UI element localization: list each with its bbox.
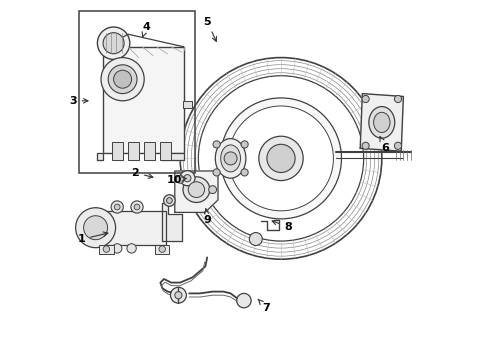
Circle shape: [175, 292, 182, 299]
Text: 3: 3: [69, 96, 88, 106]
Circle shape: [180, 171, 195, 186]
Ellipse shape: [215, 139, 246, 178]
Circle shape: [241, 141, 248, 148]
Text: 4: 4: [142, 22, 150, 37]
Circle shape: [171, 287, 186, 303]
Circle shape: [111, 201, 123, 213]
Text: 6: 6: [380, 137, 390, 153]
Ellipse shape: [188, 182, 205, 198]
Circle shape: [220, 98, 342, 219]
Bar: [79, 11, 195, 173]
Circle shape: [362, 142, 369, 149]
Ellipse shape: [183, 177, 210, 202]
Text: 7: 7: [258, 299, 270, 313]
Circle shape: [224, 152, 237, 165]
Text: 10: 10: [167, 175, 186, 185]
Circle shape: [362, 95, 369, 103]
Circle shape: [131, 201, 143, 213]
Circle shape: [164, 195, 175, 206]
Circle shape: [213, 141, 220, 148]
Circle shape: [103, 246, 110, 252]
Circle shape: [176, 175, 184, 183]
Polygon shape: [162, 153, 184, 160]
Ellipse shape: [373, 112, 390, 132]
Bar: [160, 142, 171, 160]
Circle shape: [113, 244, 122, 253]
Circle shape: [249, 233, 262, 246]
Circle shape: [259, 136, 303, 181]
Circle shape: [267, 144, 295, 172]
Ellipse shape: [369, 107, 395, 138]
Circle shape: [98, 27, 130, 59]
Circle shape: [167, 198, 172, 203]
Circle shape: [75, 208, 116, 248]
Circle shape: [114, 204, 120, 210]
Polygon shape: [175, 171, 218, 212]
Circle shape: [394, 95, 402, 103]
Bar: [183, 101, 192, 108]
Circle shape: [108, 65, 137, 94]
Circle shape: [134, 204, 140, 210]
Polygon shape: [96, 211, 166, 245]
Bar: [144, 142, 155, 160]
Circle shape: [237, 293, 251, 308]
Polygon shape: [98, 153, 103, 160]
Text: 2: 2: [131, 168, 153, 178]
Polygon shape: [162, 203, 182, 241]
Circle shape: [184, 175, 191, 182]
Circle shape: [213, 169, 220, 176]
Circle shape: [84, 216, 108, 240]
Text: 8: 8: [272, 220, 292, 232]
Text: 1: 1: [77, 232, 108, 244]
Circle shape: [394, 142, 402, 149]
Text: 9: 9: [203, 209, 211, 225]
Bar: [112, 142, 122, 160]
Circle shape: [114, 70, 132, 88]
Bar: [155, 245, 170, 254]
Ellipse shape: [220, 145, 241, 172]
Circle shape: [159, 246, 166, 252]
Bar: [128, 142, 139, 160]
Circle shape: [198, 76, 364, 241]
Polygon shape: [103, 47, 184, 153]
Text: 5: 5: [203, 17, 217, 41]
Circle shape: [241, 169, 248, 176]
Polygon shape: [360, 94, 403, 151]
Circle shape: [101, 58, 144, 101]
Circle shape: [127, 244, 136, 253]
Circle shape: [209, 186, 217, 194]
Circle shape: [228, 106, 333, 211]
Circle shape: [180, 58, 382, 259]
Circle shape: [103, 33, 124, 54]
Bar: [99, 245, 114, 254]
Bar: [96, 211, 166, 245]
